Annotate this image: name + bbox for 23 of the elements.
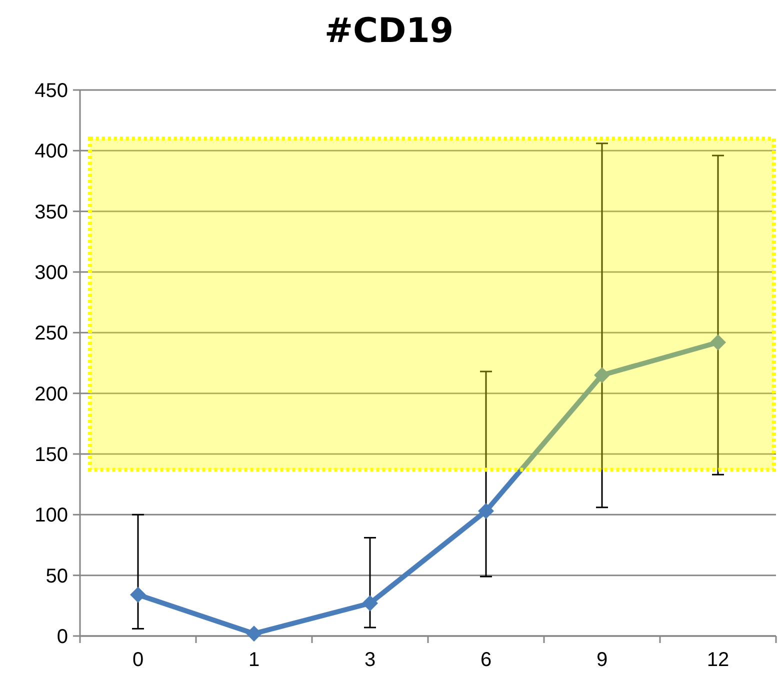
x-tick-label: 0 <box>132 649 144 671</box>
x-tick-label: 1 <box>248 649 260 671</box>
point <box>246 626 262 642</box>
x-tick-label: 12 <box>706 649 730 671</box>
x-tick-label: 3 <box>364 649 376 671</box>
y-tick-label: 250 <box>34 322 68 345</box>
y-tick-label: 300 <box>34 262 68 284</box>
point <box>362 595 378 612</box>
y-tick-label: 50 <box>46 565 68 588</box>
point <box>594 367 610 384</box>
y-tick-label: 100 <box>34 504 68 527</box>
chart-title: #CD19 <box>324 11 454 51</box>
y-tick-label: 0 <box>56 626 68 648</box>
point <box>130 586 146 603</box>
x-tick-label: 9 <box>596 649 608 671</box>
y-tick-label: 400 <box>34 140 68 163</box>
y-tick-label: 150 <box>34 444 68 466</box>
y-tick-label: 450 <box>34 80 68 102</box>
x-tick-label: 6 <box>480 649 492 671</box>
y-tick-label: 350 <box>34 201 68 224</box>
y-tick-label: 200 <box>34 383 68 406</box>
point <box>710 334 726 350</box>
point <box>478 503 494 520</box>
